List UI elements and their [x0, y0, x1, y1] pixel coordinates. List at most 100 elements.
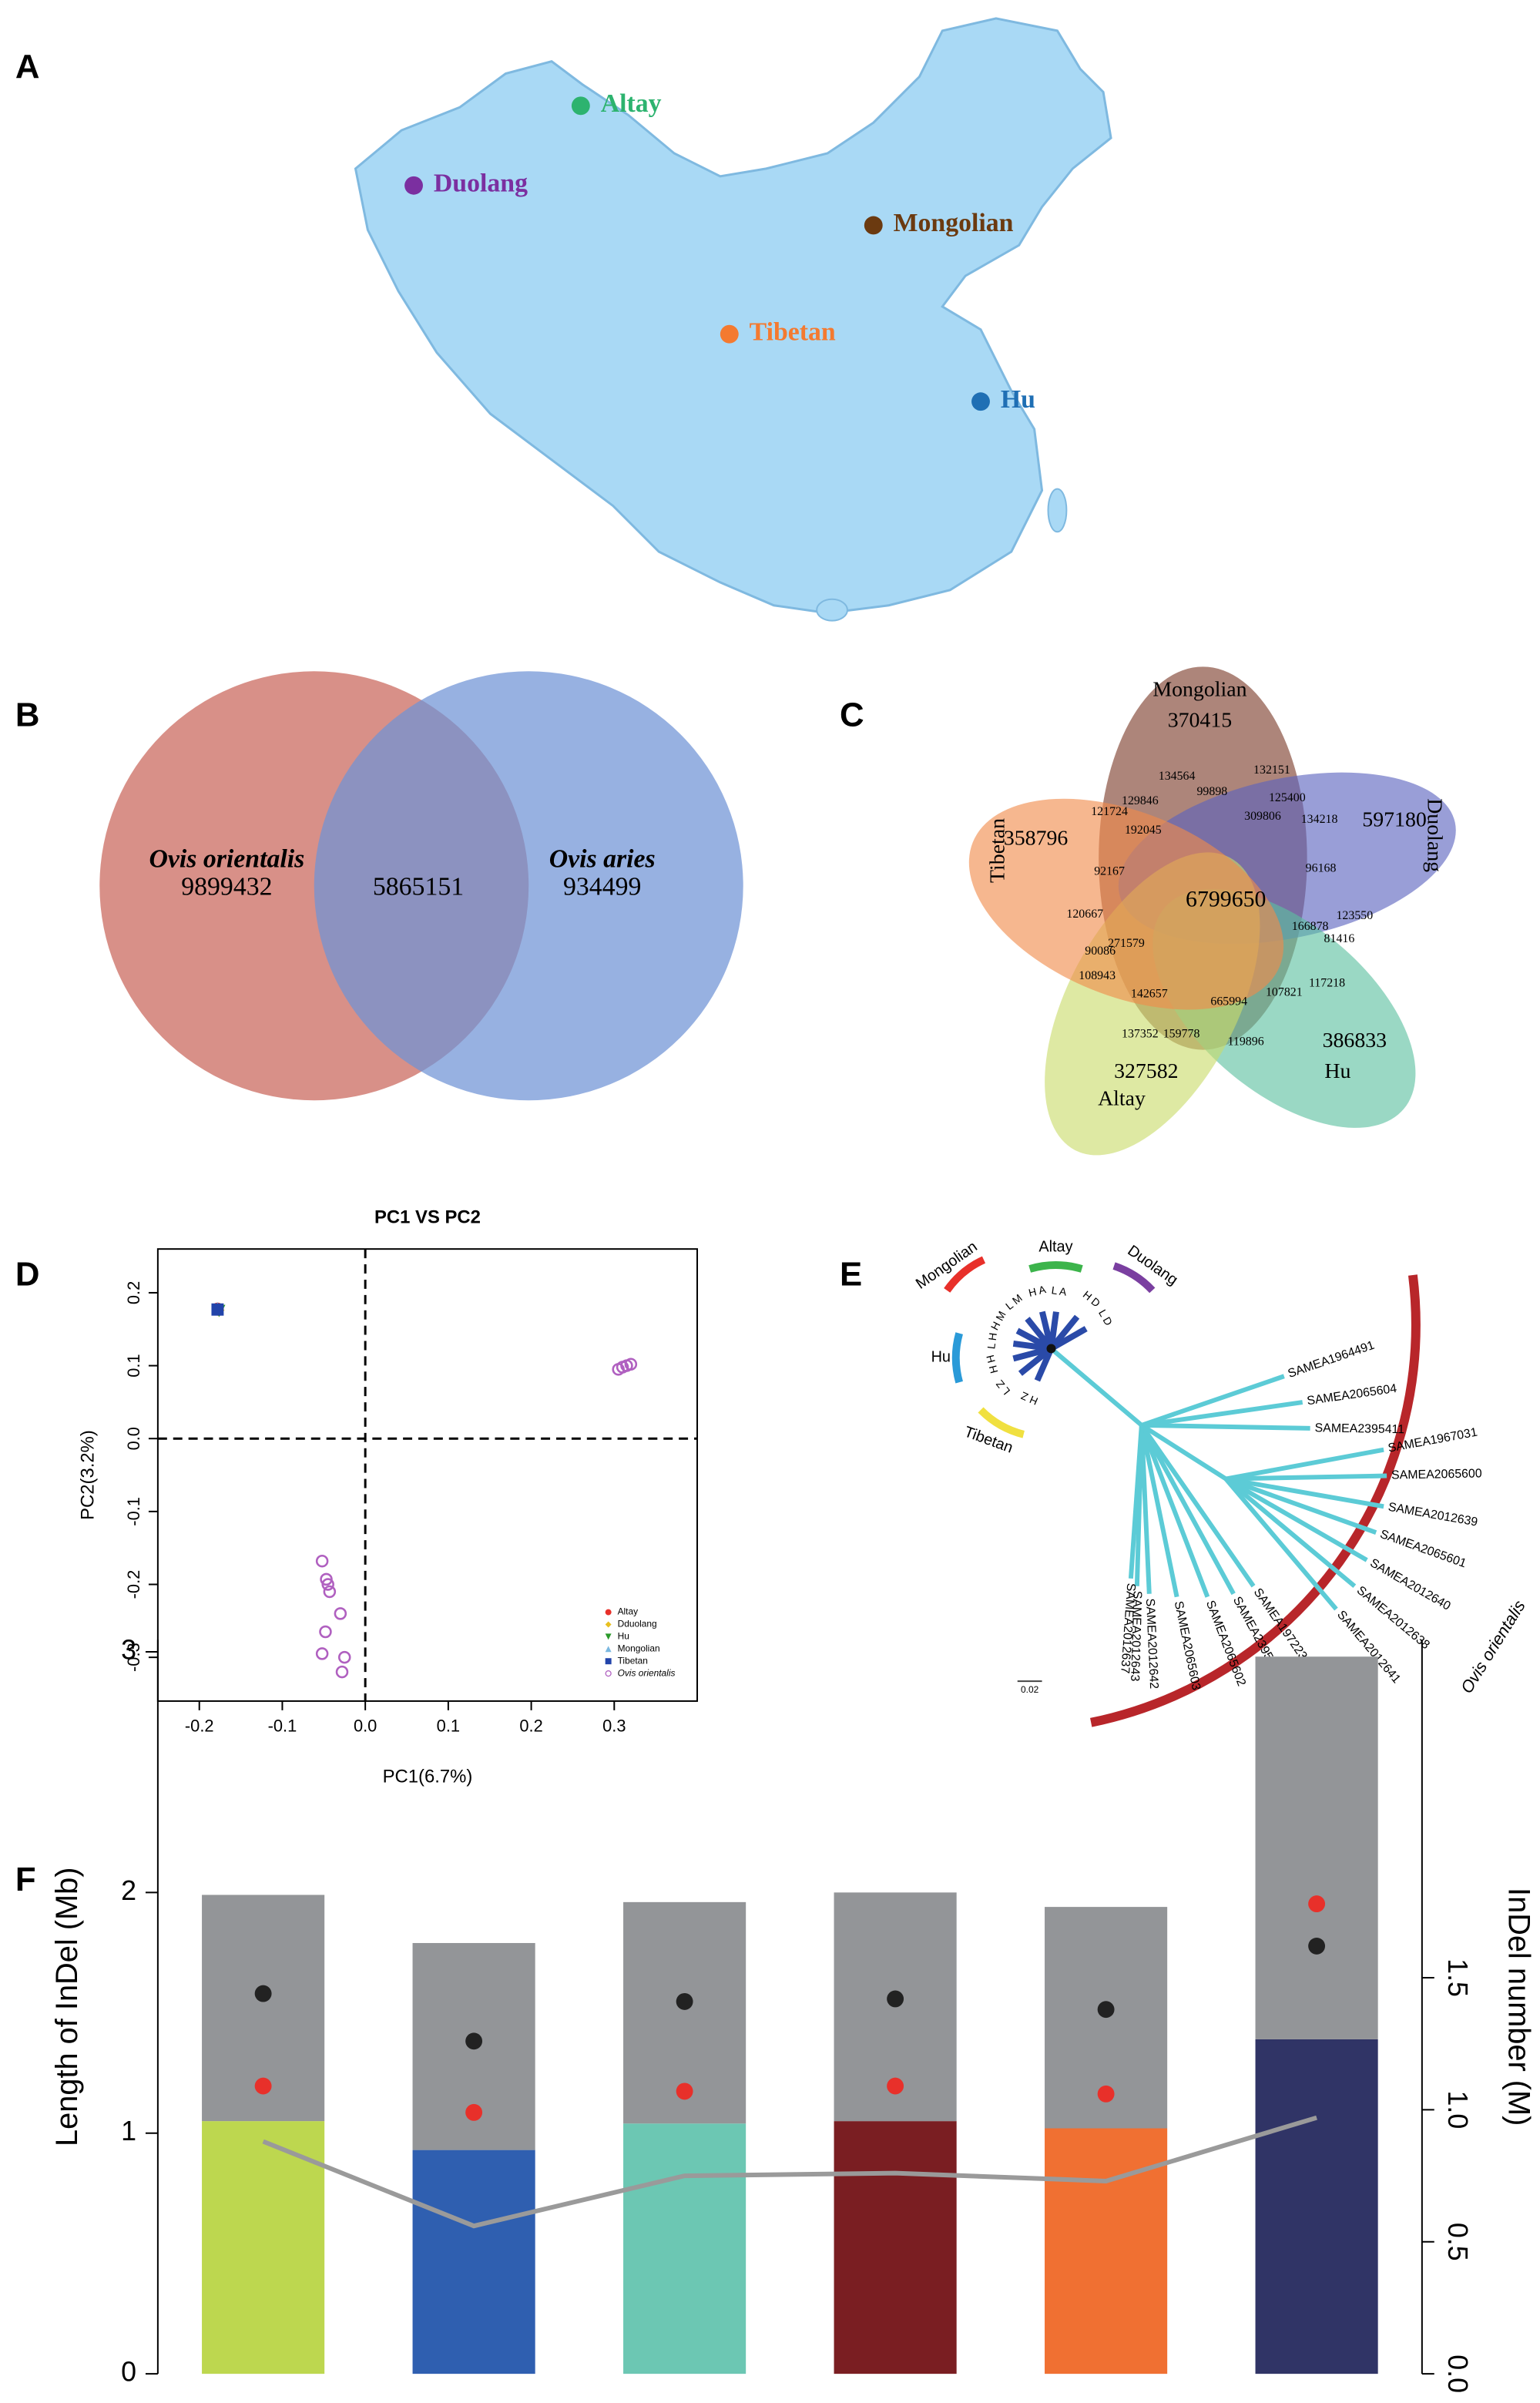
leaf-label: L Z — [993, 1378, 1012, 1398]
legend-label: Ovis orientalis — [618, 1667, 676, 1678]
point — [211, 1303, 224, 1316]
branch — [1139, 1425, 1179, 1598]
sample-label: SAMEA2012643 — [1128, 1590, 1143, 1681]
intersection-count: 119896 — [1228, 1035, 1264, 1048]
point — [323, 1585, 337, 1599]
point — [887, 2077, 904, 2095]
sample-label: SAMEA2012642 — [1143, 1598, 1160, 1689]
island — [1047, 488, 1068, 533]
y-tick-label: 3 — [121, 1634, 136, 1665]
leaf-label: H A — [1027, 1283, 1047, 1299]
point — [605, 1621, 612, 1628]
panel-label: E — [840, 1256, 862, 1294]
ingroup-branch — [1034, 1347, 1055, 1382]
point — [1097, 2001, 1115, 2019]
point — [605, 1670, 612, 1677]
legend-label: Hu — [618, 1631, 629, 1642]
y2-axis-label: InDel number (M) — [1502, 1888, 1536, 2126]
map-dot — [864, 216, 883, 235]
point — [337, 1650, 351, 1664]
map-label: Altay — [601, 89, 662, 118]
branch — [1128, 1425, 1144, 1579]
y-tick-label: -0.2 — [124, 1570, 143, 1599]
intersection-count: 142657 — [1131, 988, 1168, 1001]
sample-label: SAMEA2065603 — [1172, 1600, 1203, 1692]
y-tick-label: 0.1 — [124, 1354, 143, 1377]
x-axis-label: PC1(6.7%) — [383, 1767, 473, 1787]
panel-label: D — [15, 1256, 40, 1294]
plot-frame — [156, 1248, 699, 1702]
branch — [1224, 1477, 1357, 1589]
map-dot — [720, 324, 739, 344]
root — [1046, 1344, 1056, 1354]
intersection-count: 192045 — [1125, 824, 1162, 837]
line — [262, 2115, 1317, 2229]
intersection-count: 90086 — [1085, 945, 1116, 958]
map-label: Duolang — [434, 169, 528, 198]
intersection-count: 120667 — [1066, 908, 1103, 921]
branch — [1225, 1447, 1384, 1482]
sample-label: SAMEA2065601 — [1378, 1528, 1468, 1571]
point — [605, 1609, 612, 1616]
set-name: Ovis aries — [549, 845, 656, 874]
x-tick-label: 0.2 — [519, 1717, 542, 1736]
y2-tick-label: 1.5 — [1442, 1958, 1473, 1997]
venn-set — [968, 798, 1284, 1010]
ingroup-branch — [1048, 1311, 1059, 1349]
branch — [1139, 1424, 1210, 1598]
y-axis-label: PC2(3.2%) — [78, 1430, 99, 1520]
set-count: 327582 — [1114, 1059, 1178, 1083]
map-label: Tibetan — [750, 317, 836, 346]
group-label: Altay — [1038, 1238, 1072, 1255]
set-count: 370415 — [1168, 708, 1232, 732]
ingroup-branch — [1049, 1326, 1088, 1351]
group-arc — [978, 1407, 1025, 1438]
x-tick-label: -0.1 — [268, 1717, 297, 1736]
point — [887, 1990, 904, 2008]
intersection-count: 125400 — [1269, 791, 1306, 804]
intersection-count: 665994 — [1210, 995, 1247, 1009]
intersection-count: 134564 — [1159, 770, 1196, 783]
map-label: Hu — [1001, 385, 1035, 414]
set-count: 386833 — [1323, 1029, 1387, 1052]
set-name: Hu — [1324, 1059, 1350, 1083]
y-tick-label: 0.0 — [124, 1427, 143, 1450]
y2-tick-label: 0.5 — [1442, 2223, 1473, 2261]
y2-tick-label: 1.0 — [1442, 2091, 1473, 2129]
map-dot — [404, 176, 423, 195]
intersection-count: 166878 — [1292, 920, 1329, 933]
center-count: 6799650 — [1186, 886, 1266, 911]
y-tick-label: 0 — [121, 2357, 136, 2388]
leaf-label: L H — [985, 1332, 999, 1350]
sample-label: SAMEA2065600 — [1391, 1467, 1482, 1482]
bar — [834, 2121, 957, 2374]
branch — [1141, 1422, 1310, 1431]
point — [605, 1633, 612, 1640]
branch — [1226, 1473, 1387, 1482]
y-tick-label: 0.2 — [124, 1281, 143, 1304]
set-name: Duolang — [1422, 798, 1446, 872]
leaf-label: H M — [988, 1309, 1008, 1332]
map-label: Mongolian — [894, 209, 1014, 237]
map-dot — [571, 96, 590, 116]
island — [816, 598, 848, 622]
set-name: Mongolian — [1152, 678, 1246, 702]
point — [1308, 1895, 1326, 1913]
y-axis-label: Length of InDel (Mb) — [50, 1867, 84, 2146]
sample-label: SAMEA2012639 — [1387, 1501, 1479, 1529]
point — [335, 1665, 349, 1679]
outgroup-label: Ovis orientalis — [1457, 1597, 1529, 1697]
y-tick-label: -0.1 — [124, 1497, 143, 1526]
intersection-count: 117218 — [1309, 977, 1345, 990]
bar — [1045, 2128, 1168, 2374]
intersection-count: 99898 — [1196, 785, 1227, 798]
sample-label: SAMEA1964491 — [1287, 1339, 1377, 1381]
bar — [1255, 1656, 1378, 2039]
leaf-label: L D — [1096, 1307, 1115, 1327]
branch — [1139, 1424, 1236, 1596]
intersection-count: 309806 — [1244, 810, 1281, 823]
y-tick-label: -0.3 — [124, 1643, 143, 1672]
leaf-label: L A — [1051, 1284, 1068, 1298]
